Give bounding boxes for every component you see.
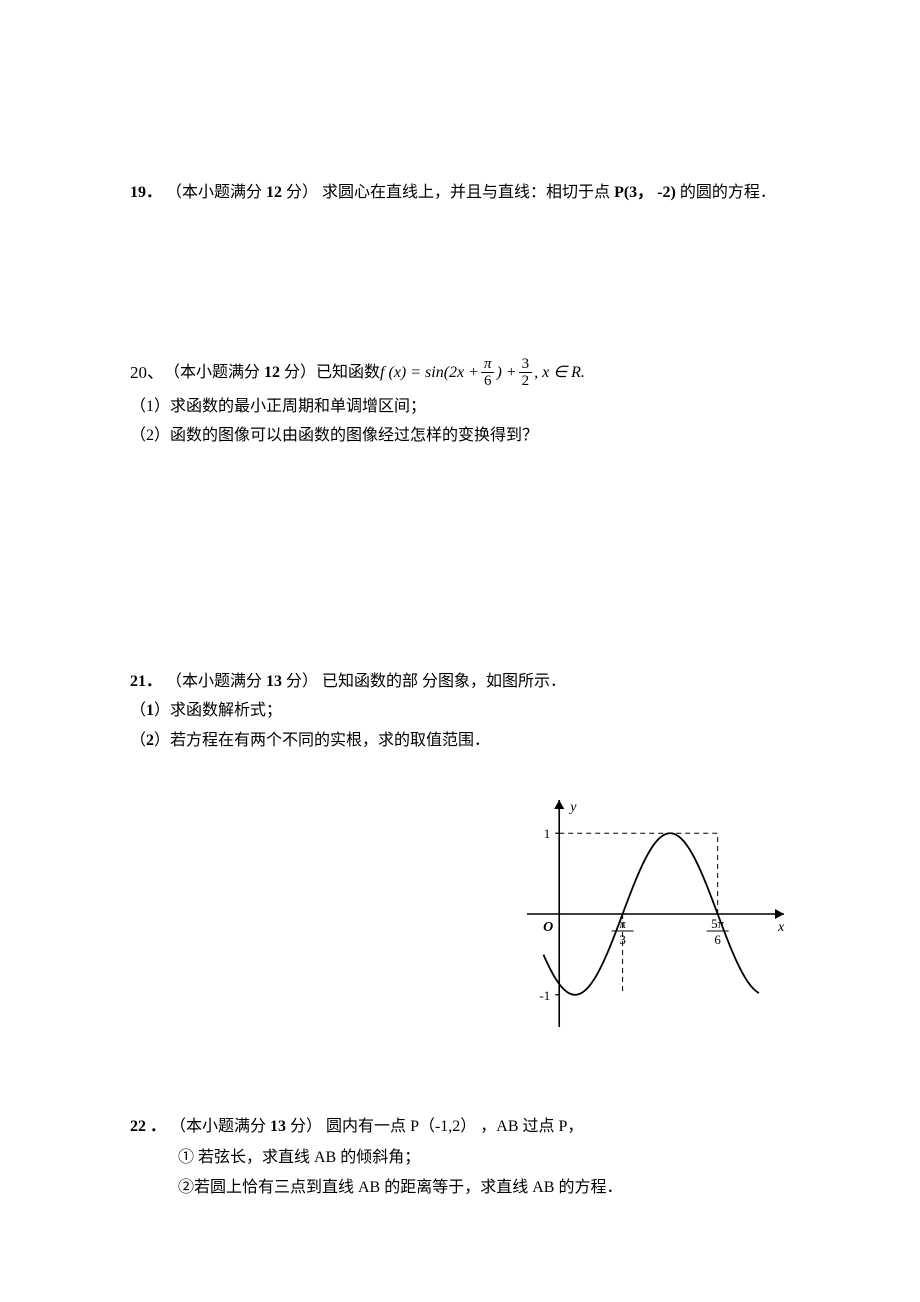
- problem-22: 22 ． （本小题满分 13 分） 圆内有一点 P（-1,2） ，AB 过点 P…: [130, 1114, 790, 1201]
- q22-number: 22 ．: [130, 1118, 166, 1135]
- sine-wave-chart: 1 -1 Oy x π3 5π6: [500, 794, 790, 1054]
- q19-point-p: P(3， -2): [614, 184, 676, 201]
- q22-line: 22 ． （本小题满分 13 分） 圆内有一点 P（-1,2） ，AB 过点 P…: [130, 1114, 790, 1140]
- q19-points: （本小题满分 12 分）: [166, 184, 322, 201]
- q20-points: （本小题满分 12 分）: [164, 360, 316, 386]
- q21-sub1: （1）求函数解析式；: [130, 698, 790, 724]
- q19-number: 19．: [130, 184, 162, 201]
- chart-container: 1 -1 Oy x π3 5π6: [130, 794, 790, 1054]
- q20-sub2: （2）函数的图像可以由函数的图像经过怎样的变换得到？: [130, 423, 790, 449]
- frac-pi-6: π 6: [481, 356, 495, 390]
- q21-line: 21． （本小题满分 13 分） 已知函数的部 分图象，如图所示．: [130, 669, 790, 695]
- svg-text:π: π: [619, 916, 626, 931]
- svg-text:O: O: [543, 920, 553, 935]
- q22-body: ① 若弦长，求直线 AB 的倾斜角； ②若圆上恰有三点到直线 AB 的距离等于，…: [130, 1145, 790, 1200]
- q21-number: 21．: [130, 673, 162, 690]
- q22-points: （本小题满分 13 分）: [170, 1118, 326, 1135]
- svg-text:3: 3: [619, 932, 626, 947]
- q22-sub1: ① 若弦长，求直线 AB 的倾斜角；: [178, 1145, 790, 1171]
- svg-text:y: y: [568, 800, 577, 815]
- svg-text:6: 6: [714, 932, 721, 947]
- q21-text: 已知函数的部 分图象，如图所示．: [322, 673, 566, 690]
- q19-text-b: 的圆的方程．: [680, 184, 776, 201]
- q21-points: （本小题满分 13 分）: [166, 673, 322, 690]
- q22-point-p: P（-1,2）: [410, 1118, 476, 1135]
- svg-text:5π: 5π: [711, 916, 725, 931]
- q22-text-a: 圆内有一点: [326, 1118, 410, 1135]
- q20-number: 20、: [130, 359, 164, 386]
- svg-text:1: 1: [544, 826, 551, 841]
- problem-19: 19． （本小题满分 12 分） 求圆心在直线上，并且与直线：相切于点 P(3，…: [130, 180, 790, 206]
- q20-line1: 20、 （本小题满分 12 分） 已知函数 f (x) = sin(2x + π…: [130, 356, 790, 390]
- problem-21: 21． （本小题满分 13 分） 已知函数的部 分图象，如图所示． （1）求函数…: [130, 669, 790, 754]
- q21-sub2: （2）若方程在有两个不同的实根，求的取值范围．: [130, 728, 790, 754]
- q19-text-a: 求圆心在直线上，并且与直线：相切于点: [322, 184, 614, 201]
- frac-3-2: 3 2: [519, 356, 533, 390]
- problem-20: 20、 （本小题满分 12 分） 已知函数 f (x) = sin(2x + π…: [130, 356, 790, 449]
- svg-text:-1: -1: [539, 987, 550, 1002]
- q20-formula: f (x) = sin(2x + π 6 ) + 3 2 , x ∈ R.: [380, 356, 585, 390]
- q22-text-b: ，AB 过点 P，: [480, 1118, 583, 1135]
- q22-sub2: ②若圆上恰有三点到直线 AB 的距离等于，求直线 AB 的方程．: [178, 1175, 790, 1201]
- q20-sub1: （1）求函数的最小正周期和单调增区间；: [130, 394, 790, 420]
- svg-text:x: x: [777, 920, 785, 935]
- q20-intro: 已知函数: [316, 360, 380, 386]
- q19-line: 19． （本小题满分 12 分） 求圆心在直线上，并且与直线：相切于点 P(3，…: [130, 180, 790, 206]
